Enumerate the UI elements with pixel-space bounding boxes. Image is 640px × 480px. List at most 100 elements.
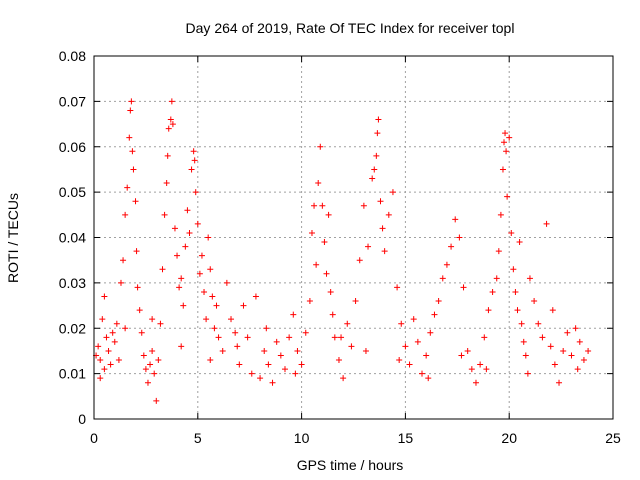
data-point bbox=[178, 275, 185, 282]
data-point bbox=[113, 320, 120, 327]
x-tick-label: 15 bbox=[398, 430, 414, 446]
data-point bbox=[101, 293, 108, 300]
data-point bbox=[109, 329, 116, 336]
data-point bbox=[198, 252, 205, 259]
data-point bbox=[273, 338, 280, 345]
data-point bbox=[105, 347, 112, 354]
data-point bbox=[319, 202, 326, 209]
data-point bbox=[164, 152, 171, 159]
data-point bbox=[385, 211, 392, 218]
tick-labels: 0 0.01 0.02 0.03 0.04 0.05 0.06 0.07 0.08 0 5 10 15 2… bbox=[59, 48, 621, 446]
data-point bbox=[186, 229, 193, 236]
data-point bbox=[520, 338, 527, 345]
data-point bbox=[485, 307, 492, 314]
data-point bbox=[338, 334, 345, 341]
data-point bbox=[211, 325, 218, 332]
x-tick-label: 10 bbox=[294, 430, 310, 446]
data-point bbox=[348, 343, 355, 350]
data-point bbox=[294, 347, 301, 354]
data-point bbox=[147, 361, 154, 368]
data-point bbox=[286, 334, 293, 341]
data-point bbox=[205, 234, 212, 241]
data-point bbox=[194, 220, 201, 227]
data-point bbox=[518, 320, 525, 327]
data-point bbox=[128, 98, 135, 105]
data-point bbox=[261, 347, 268, 354]
data-point bbox=[431, 311, 438, 318]
data-point bbox=[381, 248, 388, 255]
data-point bbox=[203, 316, 210, 323]
data-point bbox=[213, 302, 220, 309]
data-point bbox=[323, 270, 330, 277]
y-axis-label: ROTI / TECUs bbox=[5, 193, 21, 283]
data-point bbox=[495, 248, 502, 255]
data-point bbox=[502, 130, 509, 137]
data-point bbox=[144, 379, 151, 386]
data-point bbox=[196, 270, 203, 277]
x-axis-label: GPS time / hours bbox=[297, 457, 404, 473]
data-point bbox=[499, 166, 506, 173]
data-point bbox=[402, 343, 409, 350]
data-point bbox=[219, 347, 226, 354]
data-point bbox=[516, 239, 523, 246]
data-point bbox=[180, 302, 187, 309]
data-point bbox=[153, 397, 160, 404]
data-point bbox=[362, 347, 369, 354]
data-point bbox=[423, 352, 430, 359]
data-point bbox=[207, 357, 214, 364]
data-point bbox=[174, 252, 181, 259]
data-point bbox=[365, 243, 372, 250]
data-point bbox=[375, 116, 382, 123]
data-point bbox=[427, 329, 434, 336]
data-point bbox=[136, 307, 143, 314]
data-point bbox=[306, 298, 313, 305]
y-tick-label: 0.08 bbox=[59, 48, 86, 64]
y-tick-label: 0.07 bbox=[59, 93, 86, 109]
y-tick-label: 0.04 bbox=[59, 230, 86, 246]
x-tick-label: 20 bbox=[501, 430, 517, 446]
data-point bbox=[560, 347, 567, 354]
data-point bbox=[290, 311, 297, 318]
data-point bbox=[161, 211, 168, 218]
data-point bbox=[129, 148, 136, 155]
data-point bbox=[506, 134, 513, 141]
data-point bbox=[132, 198, 139, 205]
y-tick-label: 0.01 bbox=[59, 366, 86, 382]
data-point bbox=[510, 266, 517, 273]
data-point bbox=[556, 379, 563, 386]
data-point bbox=[257, 375, 264, 382]
data-points bbox=[93, 98, 592, 404]
data-point bbox=[97, 375, 104, 382]
x-tick-label: 0 bbox=[90, 430, 98, 446]
data-point bbox=[456, 234, 463, 241]
data-point bbox=[232, 329, 239, 336]
data-point bbox=[477, 361, 484, 368]
data-point bbox=[435, 298, 442, 305]
data-point bbox=[327, 288, 334, 295]
data-point bbox=[277, 352, 284, 359]
data-point bbox=[167, 116, 174, 123]
data-point bbox=[151, 370, 158, 377]
y-tick-label: 0 bbox=[78, 411, 86, 427]
data-point bbox=[157, 320, 164, 327]
data-point bbox=[142, 366, 149, 373]
data-point bbox=[568, 352, 575, 359]
data-point bbox=[425, 375, 432, 382]
data-point bbox=[201, 288, 208, 295]
data-point bbox=[149, 347, 156, 354]
data-point bbox=[493, 275, 500, 282]
data-point bbox=[483, 366, 490, 373]
data-point bbox=[122, 325, 129, 332]
data-point bbox=[315, 180, 322, 187]
data-point bbox=[369, 175, 376, 182]
data-point bbox=[360, 202, 367, 209]
data-point bbox=[133, 248, 140, 255]
data-point bbox=[419, 370, 426, 377]
data-point bbox=[373, 152, 380, 159]
data-point bbox=[190, 148, 197, 155]
data-point bbox=[95, 343, 102, 350]
data-point bbox=[522, 352, 529, 359]
data-point bbox=[184, 207, 191, 214]
data-point bbox=[171, 225, 178, 232]
data-point bbox=[188, 166, 195, 173]
